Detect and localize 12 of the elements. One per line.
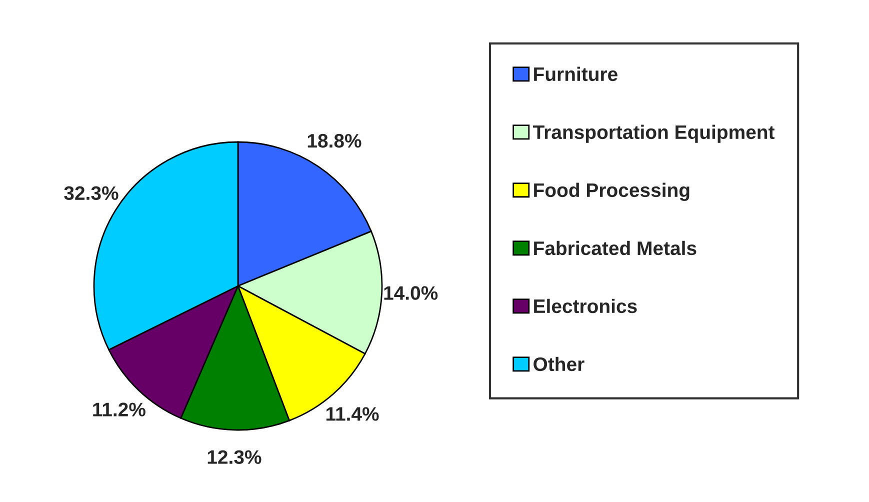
data-label: 11.4% — [326, 407, 379, 421]
data-label: 12.3% — [208, 450, 262, 464]
legend-label: Food Processing — [534, 182, 690, 201]
data-label: 11.2% — [93, 402, 146, 416]
legend-label: Other — [534, 356, 584, 372]
legend-label: Transportation Equipment — [532, 124, 775, 143]
data-label: 18.8% — [308, 134, 362, 148]
legend-label: Fabricated Metals — [534, 240, 696, 256]
legend-label: Furniture — [534, 66, 618, 82]
data-label: 32.3% — [64, 186, 118, 200]
legend-label: Electronics — [534, 298, 637, 314]
data-label: 14.0% — [384, 286, 438, 300]
